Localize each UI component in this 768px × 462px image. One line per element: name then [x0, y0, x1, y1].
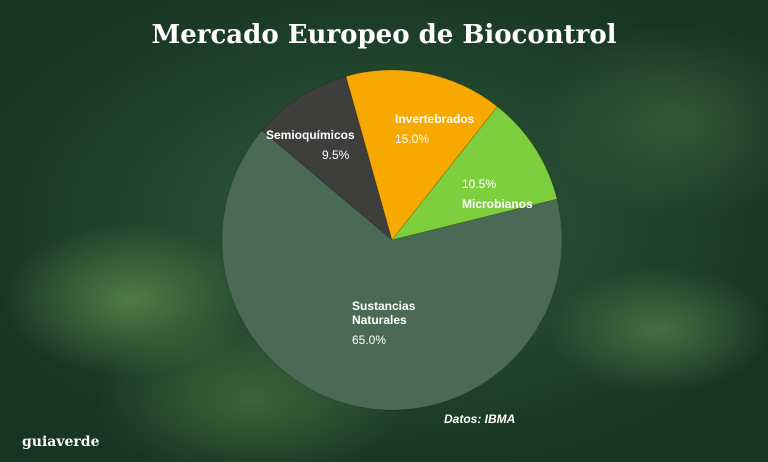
pie-slice [390, 105, 558, 241]
value-label: 9.5% [322, 148, 350, 162]
slice-label: Sustancias Naturales 65.0% [352, 299, 462, 347]
category-label: Sustancias Naturales [352, 299, 416, 327]
category-label: Semioquímicos [266, 128, 355, 142]
chart-title: Mercado Europeo de Biocontrol [151, 20, 617, 50]
pie-slice [221, 129, 563, 411]
category-label: Invertebrados [395, 112, 475, 126]
value-label: 65.0% [352, 333, 387, 347]
category-label: Microbianos [462, 197, 533, 211]
source: Datos: IBMA [444, 412, 516, 426]
brand-logo: guiaverde [22, 434, 100, 450]
value-label: 15.0% [395, 132, 430, 146]
slice-label: Semioquímicos 9.5% [266, 128, 376, 162]
pie-slice [345, 69, 499, 242]
slice-label: Invertebrados 15.0% [395, 112, 495, 146]
slice-label: Microbianos 10.5% [462, 177, 562, 211]
value-label: 10.5% [462, 177, 497, 191]
pie-slice [261, 75, 393, 242]
